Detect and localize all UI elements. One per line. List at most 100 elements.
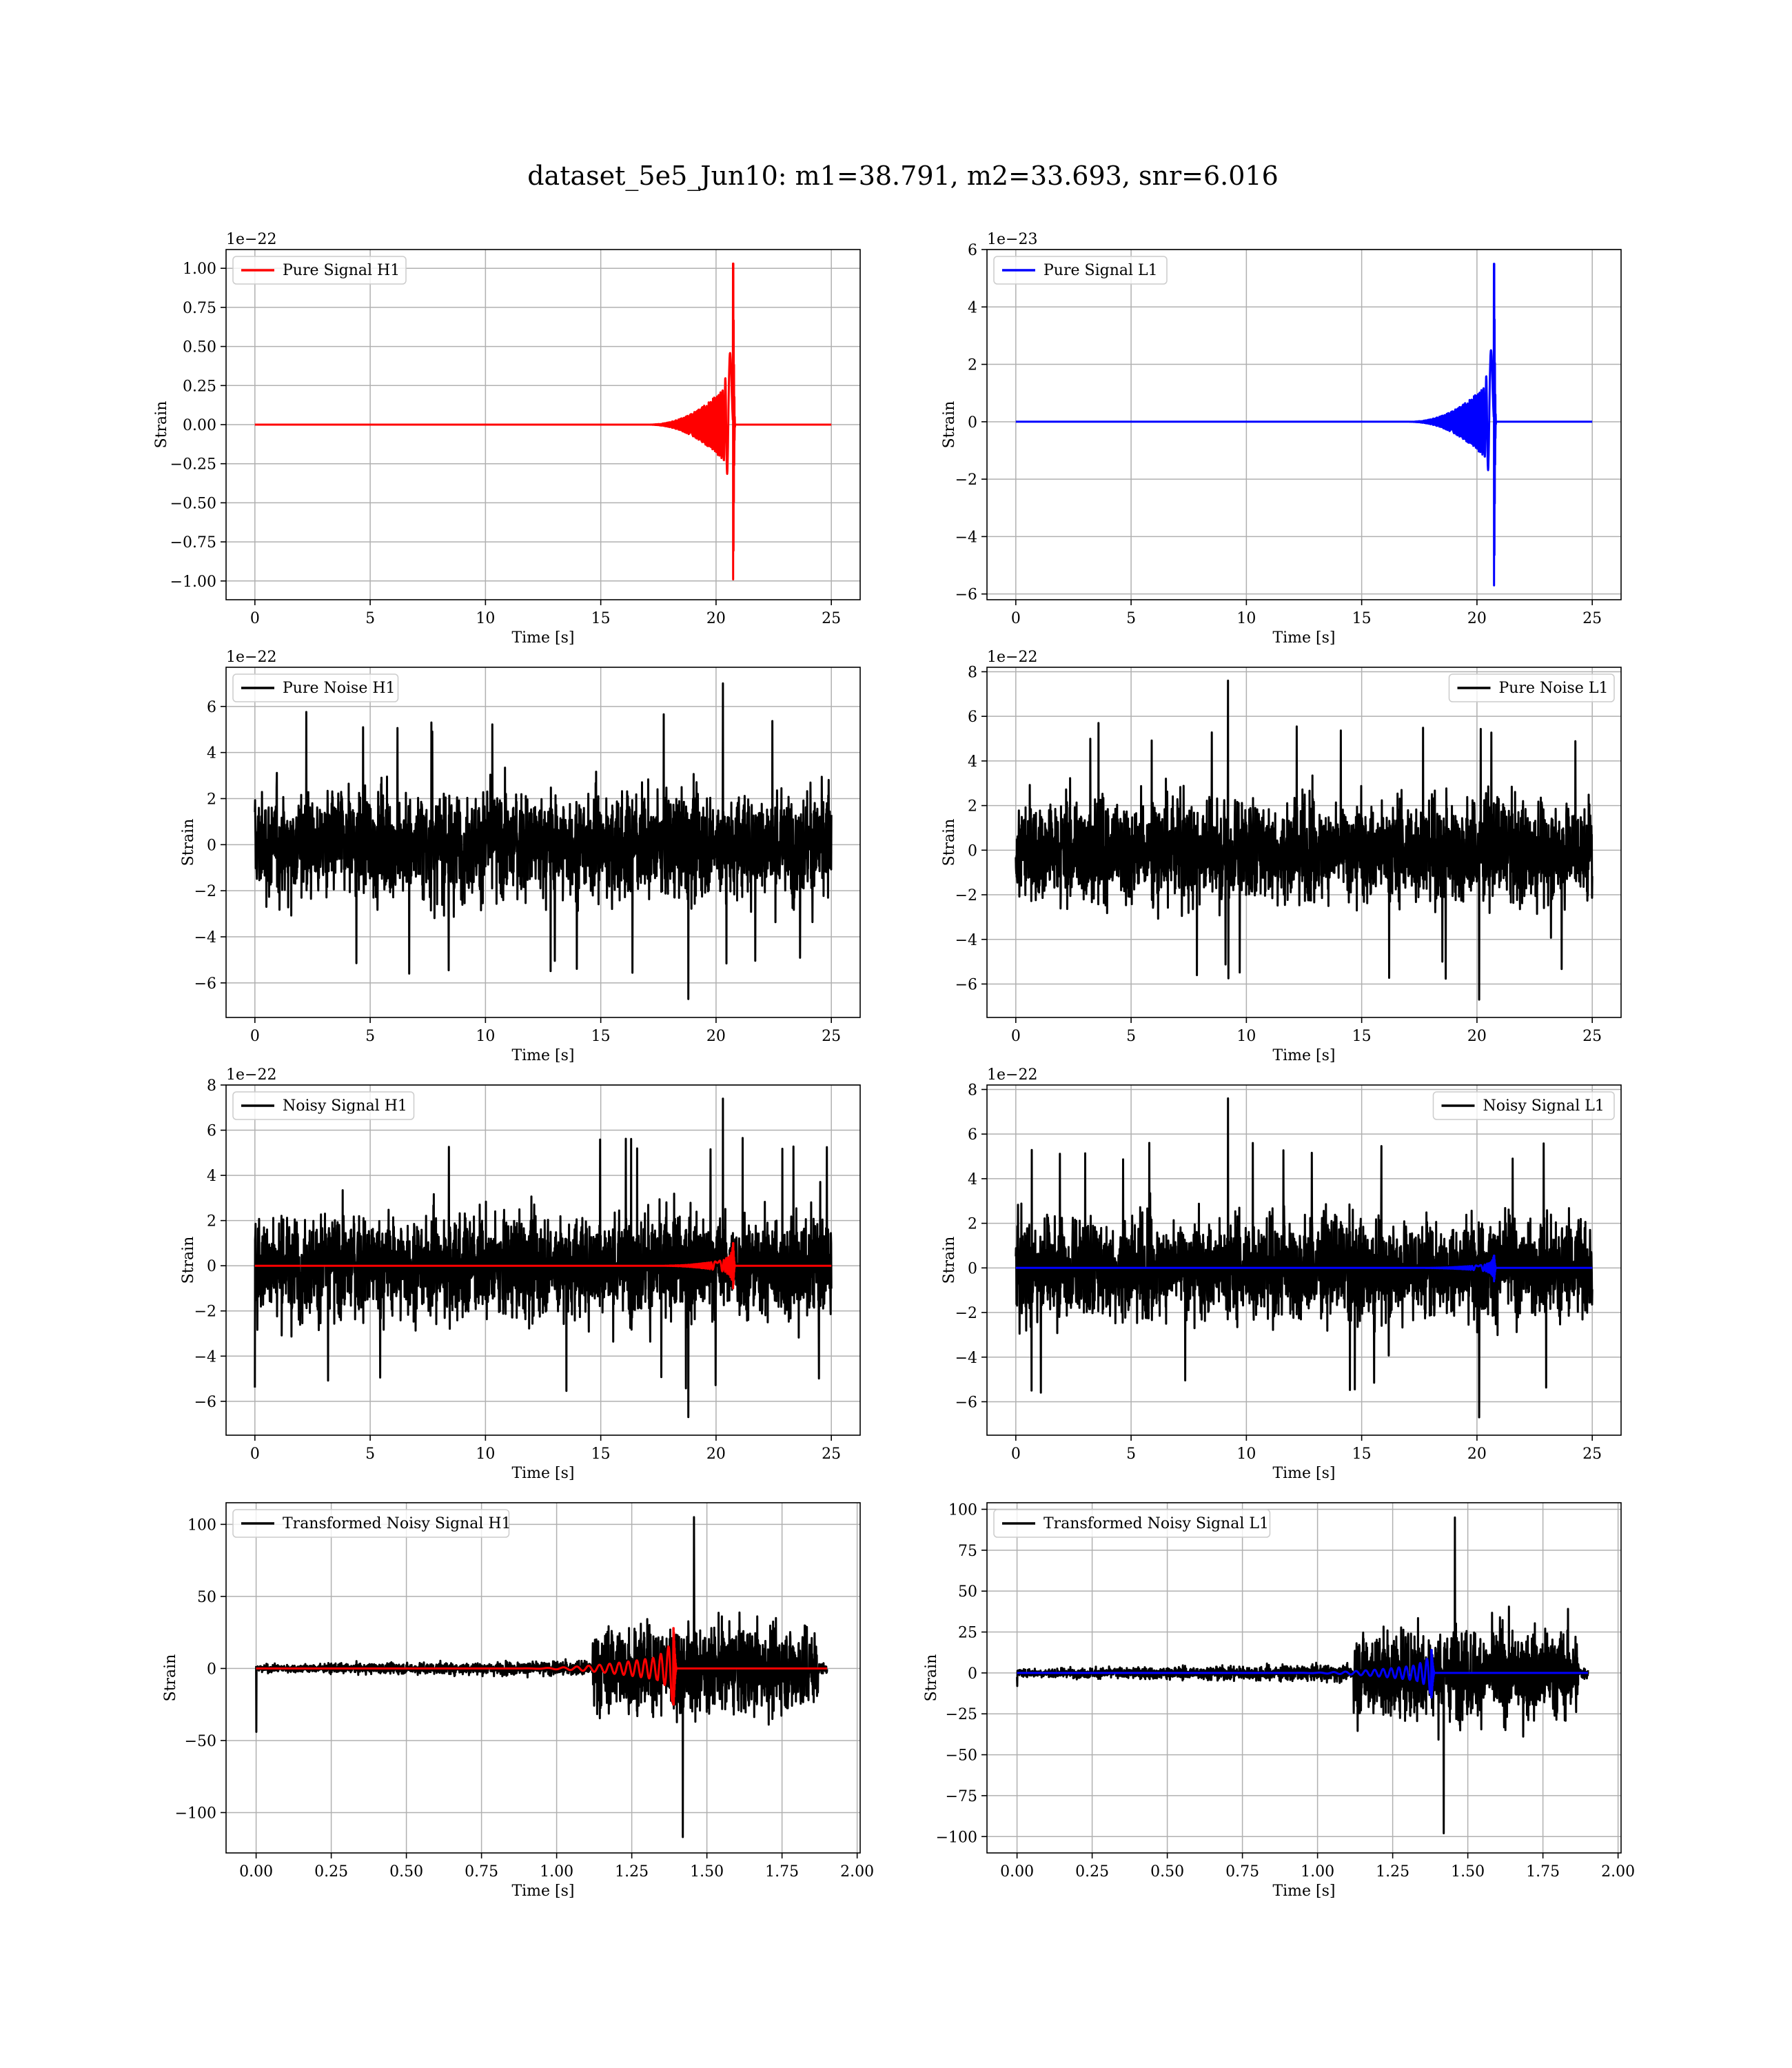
series-line-overlay-1: [1016, 1649, 1589, 1699]
y-tick-label: −100: [936, 1829, 977, 1846]
y-tick-label: 75: [958, 1543, 977, 1560]
legend-box: [232, 256, 407, 285]
x-tick-label: 25: [822, 1446, 841, 1463]
y-tick-label: 0: [968, 414, 977, 432]
y-tick-label: 4: [207, 745, 216, 762]
x-axis-label: Time [s]: [1272, 1883, 1335, 1900]
x-tick-label: 20: [706, 610, 726, 627]
y-tick-label: 0: [207, 1661, 216, 1678]
panel-top-right: 0 5 10 15 20 25 −6 −4 −2 0 2 4 6 Time [s] Strain 1e−23 P…: [941, 231, 1622, 647]
y-tick-label: −0.50: [170, 495, 216, 512]
y-tick-label: −50: [185, 1733, 216, 1750]
x-tick-label: 0: [250, 1446, 260, 1463]
y-tick-label: −6: [194, 975, 216, 993]
y-tick-label: −25: [946, 1706, 977, 1723]
x-tick-label: 2.00: [1601, 1863, 1635, 1881]
offset-label: 1e−23: [987, 231, 1037, 248]
y-tick-label: 8: [207, 1077, 216, 1095]
y-tick-label: −6: [194, 1394, 216, 1411]
y-tick-label: 0.50: [183, 339, 216, 356]
x-tick-label: 5: [365, 610, 375, 627]
y-tick-label: −75: [946, 1788, 977, 1805]
x-tick-label: 10: [476, 610, 495, 627]
series-line-overlay-1: [254, 1241, 833, 1290]
x-tick-label: 0: [1011, 1028, 1021, 1045]
x-tick-label: 25: [1582, 610, 1602, 627]
y-axis-label: Strain: [153, 401, 170, 449]
y-tick-label: 8: [968, 1082, 977, 1099]
y-axis-label: Strain: [941, 819, 958, 866]
x-axis-label: Time [s]: [511, 1047, 574, 1064]
legend: Pure Noise H1: [232, 673, 399, 702]
legend-label: Noisy Signal L1: [1483, 1097, 1605, 1115]
x-tick-label: 15: [591, 1028, 611, 1045]
x-tick-label: 0: [1011, 610, 1021, 627]
y-tick-label: −2: [194, 883, 216, 900]
series-line-noisy-signal-h1: [254, 1097, 833, 1419]
y-tick-label: −6: [955, 1394, 977, 1411]
y-tick-label: 4: [968, 753, 977, 771]
y-tick-label: 0: [207, 1258, 216, 1275]
x-tick-label: 10: [1236, 1446, 1256, 1463]
y-tick-label: 6: [207, 699, 216, 716]
x-tick-label: 5: [365, 1028, 375, 1045]
x-tick-label: 15: [591, 610, 611, 627]
legend: Transformed Noisy Signal H1: [232, 1509, 511, 1538]
legend-label: Pure Signal H1: [283, 262, 400, 279]
legend-box: [232, 673, 399, 702]
axes-frame: [986, 667, 1622, 1018]
x-tick-label: 20: [1467, 1446, 1487, 1463]
legend: Pure Noise L1: [1448, 673, 1615, 702]
y-tick-label: 0.25: [183, 378, 216, 395]
x-tick-label: 10: [476, 1028, 495, 1045]
x-tick-label: 15: [1352, 610, 1372, 627]
x-tick-label: 15: [1352, 1028, 1372, 1045]
x-tick-label: 0: [250, 1028, 260, 1045]
y-axis-label: Strain: [923, 1654, 940, 1702]
axes-frame: [225, 1502, 861, 1854]
legend: Pure Signal L1: [993, 256, 1168, 285]
y-tick-label: 2: [968, 798, 977, 815]
legend: Pure Signal H1: [232, 256, 407, 285]
y-tick-label: −2: [194, 1304, 216, 1321]
y-tick-label: 6: [968, 709, 977, 726]
legend-box: [1432, 1091, 1615, 1120]
series-line-pure-signal-l1: [1015, 263, 1594, 587]
x-tick-label: 25: [1582, 1446, 1602, 1463]
x-tick-label: 1.25: [1376, 1863, 1409, 1881]
series-line-pure-signal-h1: [254, 262, 833, 580]
x-tick-label: 25: [822, 1028, 841, 1045]
x-tick-label: 1.00: [1301, 1863, 1334, 1881]
x-tick-label: 0.25: [314, 1863, 348, 1881]
y-tick-label: −4: [955, 529, 977, 546]
x-tick-label: 1.75: [765, 1863, 799, 1881]
legend-box: [993, 256, 1168, 285]
x-tick-label: 10: [476, 1446, 495, 1463]
x-tick-label: 0.50: [1150, 1863, 1184, 1881]
x-tick-label: 1.50: [690, 1863, 724, 1881]
y-tick-label: 6: [968, 1126, 977, 1144]
legend-label: Transformed Noisy Signal H1: [283, 1515, 511, 1532]
legend-box: [232, 1091, 415, 1120]
y-tick-label: 8: [968, 664, 977, 681]
series-line-noisy-signal-l1: [1015, 1097, 1594, 1419]
x-tick-label: 25: [822, 610, 841, 627]
y-tick-label: 0.00: [183, 417, 216, 434]
y-tick-label: 50: [958, 1583, 977, 1601]
y-axis-label: Strain: [162, 1654, 179, 1702]
y-tick-label: 1.00: [183, 261, 216, 278]
x-tick-label: 20: [1467, 610, 1487, 627]
legend-label: Pure Signal L1: [1043, 262, 1158, 279]
x-tick-label: 15: [591, 1446, 611, 1463]
axes-frame: [225, 1084, 861, 1436]
panel-top-left: 0 5 10 15 20 25 −1.00 −0.75 −0.50 −0.25 0.00 0.25 0.…: [153, 231, 861, 647]
y-tick-label: 2: [207, 791, 216, 809]
x-tick-label: 5: [365, 1446, 375, 1463]
x-tick-label: 20: [706, 1446, 726, 1463]
panel-row4-right: 0.00 0.25 0.50 0.75 1.00 1.25 1.50 1.75 2.00 −100…: [923, 1501, 1635, 1900]
y-tick-label: 0: [968, 842, 977, 860]
legend: Transformed Noisy Signal L1: [993, 1509, 1271, 1538]
y-tick-label: −4: [194, 1348, 216, 1366]
x-tick-label: 1.50: [1451, 1863, 1485, 1881]
x-axis-label: Time [s]: [511, 629, 574, 647]
